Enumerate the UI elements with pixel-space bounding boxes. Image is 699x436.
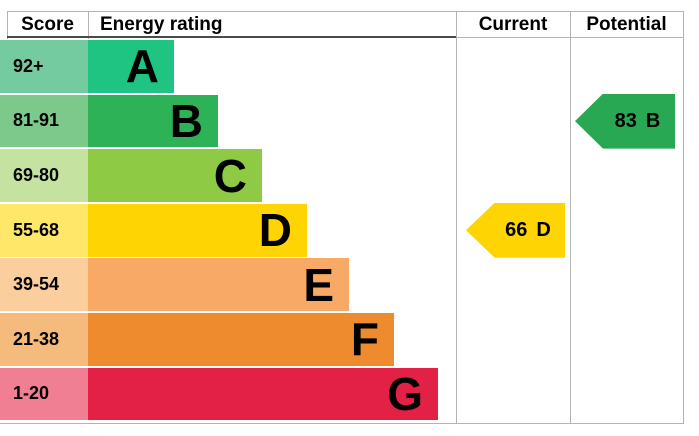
band-score-range: 92+ <box>0 40 88 93</box>
band-letter: E <box>303 258 334 311</box>
band-letter: C <box>213 149 247 202</box>
header-energy-rating: Energy rating <box>100 14 223 35</box>
band-bar: B <box>88 94 218 148</box>
band-score-range: 1-20 <box>0 367 88 421</box>
potential-rating-band: B <box>645 109 661 132</box>
band-bar: F <box>88 313 394 366</box>
band-bar: G <box>88 367 438 421</box>
band-row-d: 55-68 D <box>0 203 307 257</box>
band-score-range: 21-38 <box>0 313 88 366</box>
band-row-g: 1-20 G <box>0 367 438 421</box>
header-potential: Potential <box>586 14 667 35</box>
potential-rating-arrow: 83 B <box>575 93 675 149</box>
band-score-range: 55-68 <box>0 203 88 257</box>
band-score-range: 81-91 <box>0 94 88 148</box>
band-row-f: 21-38 F <box>0 313 394 366</box>
chart-top-rule <box>7 36 456 38</box>
current-rating-value: 66 <box>505 218 528 241</box>
header-score: Score <box>21 14 74 35</box>
band-row-b: 81-91 B <box>0 94 218 148</box>
header-bottom-border <box>456 37 683 38</box>
band-bar: D <box>88 203 307 257</box>
band-letter: D <box>258 204 292 257</box>
current-rating-band: D <box>536 218 551 241</box>
table-right-border <box>683 11 684 424</box>
potential-column-divider <box>570 11 571 424</box>
header-top-border <box>7 11 683 12</box>
band-bar: C <box>88 149 262 202</box>
header-current: Current <box>478 14 548 35</box>
band-bar: E <box>88 258 349 312</box>
current-rating-arrow: 66 D <box>466 202 565 258</box>
table-bottom-border <box>0 423 683 424</box>
band-letter: A <box>125 40 159 93</box>
band-score-range: 69-80 <box>0 149 88 202</box>
band-letter: F <box>350 313 379 366</box>
band-score-range: 39-54 <box>0 258 88 312</box>
header-left-border <box>7 11 8 39</box>
band-letter: G <box>387 367 423 420</box>
potential-rating-value: 83 <box>614 109 637 132</box>
band-letter: B <box>169 94 203 147</box>
current-column-divider <box>456 11 457 424</box>
score-column-divider <box>88 11 89 39</box>
band-row-c: 69-80 C <box>0 149 262 202</box>
band-bar: A <box>88 40 174 93</box>
band-row-e: 39-54 E <box>0 258 349 312</box>
band-row-a: 92+ A <box>0 40 174 93</box>
